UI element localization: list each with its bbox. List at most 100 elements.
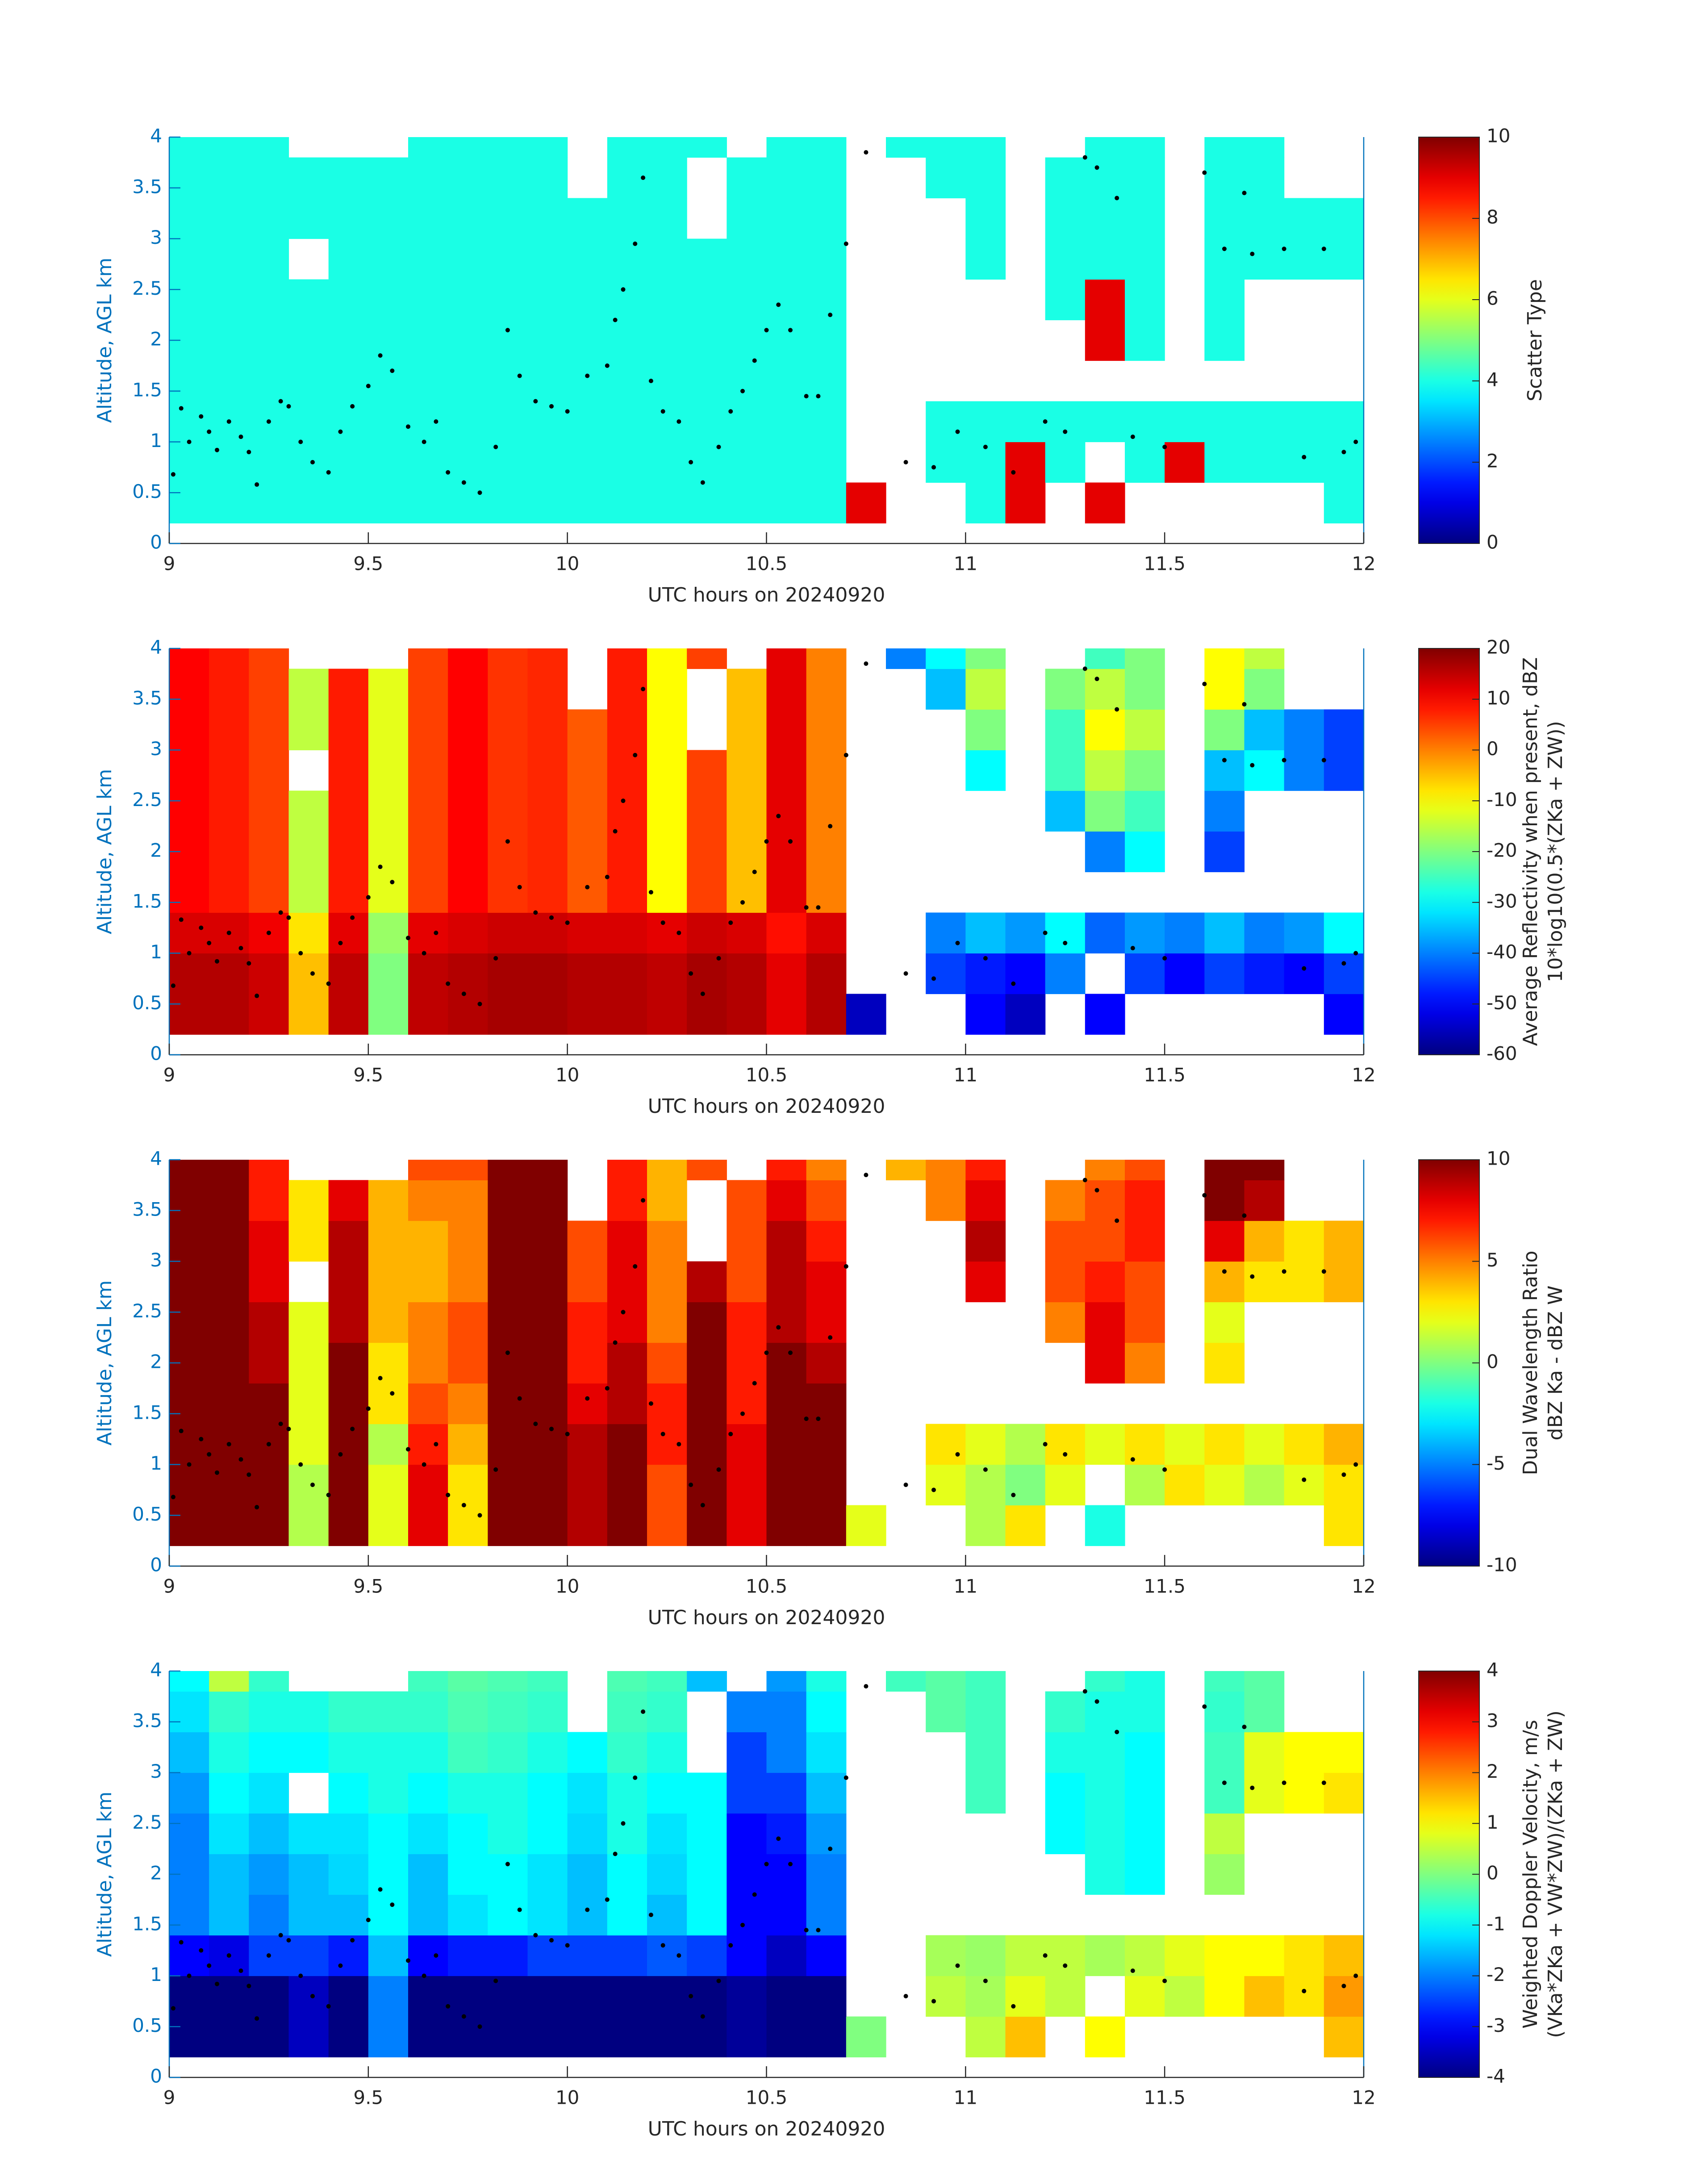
marker-dot	[422, 1462, 426, 1467]
heatmap-cell	[368, 1505, 409, 1546]
heatmap-cell	[209, 648, 249, 669]
heatmap-cell	[1244, 1464, 1285, 1506]
heatmap-cell	[687, 1772, 727, 1814]
marker-dot	[549, 1426, 554, 1431]
heatmap-cell	[368, 872, 409, 913]
y-tick-label: 3	[150, 1249, 162, 1271]
heatmap-cell	[567, 1424, 608, 1465]
heatmap-cell	[965, 1160, 1006, 1181]
marker-dot	[1302, 966, 1307, 971]
marker-dot	[422, 1973, 426, 1978]
marker-dot	[378, 1376, 383, 1381]
heatmap-cell	[448, 1302, 488, 1343]
heatmap-cell	[209, 238, 249, 280]
heatmap-cell	[766, 994, 807, 1035]
marker-dot	[816, 1417, 821, 1421]
heatmap-cell	[1045, 1976, 1086, 2017]
heatmap-cell	[647, 953, 687, 994]
heatmap-cell	[249, 648, 289, 669]
heatmap-cell	[1125, 1976, 1165, 2017]
heatmap-cell	[766, 482, 807, 524]
heatmap-cell	[687, 1424, 727, 1465]
heatmap-cell	[926, 1935, 966, 1976]
heatmap-cell	[209, 872, 249, 913]
marker-dot	[517, 373, 522, 378]
y-tick-label: 2	[150, 840, 162, 861]
marker-dot	[350, 1426, 355, 1431]
y-tick-label: 0	[150, 2065, 162, 2087]
marker-dot	[621, 1310, 626, 1315]
marker-dot	[613, 829, 618, 834]
heatmap-cell	[647, 648, 687, 669]
heatmap-cell	[1125, 1772, 1165, 1814]
heatmap-cell	[408, 1302, 448, 1343]
marker-dot	[648, 890, 653, 894]
marker-dot	[422, 951, 426, 956]
heatmap-cell	[288, 1935, 329, 1976]
marker-dot	[255, 482, 259, 487]
marker-dot	[1130, 435, 1135, 439]
heatmap-cell	[926, 401, 966, 443]
colorbar-label: Dual Wavelength Ratio	[1519, 1251, 1542, 1475]
heatmap-cell	[249, 1894, 289, 1936]
marker-dot	[660, 920, 665, 925]
heatmap-cell	[488, 1772, 528, 1814]
heatmap-cell	[408, 1732, 448, 1773]
heatmap-cell	[1005, 401, 1046, 443]
marker-dot	[677, 419, 681, 424]
heatmap-cell	[567, 1732, 608, 1773]
heatmap-cell	[249, 1160, 289, 1181]
heatmap-cell	[169, 137, 209, 158]
heatmap-cell	[448, 750, 488, 791]
heatmap-cell	[727, 320, 767, 361]
heatmap-cell	[169, 279, 209, 321]
heatmap-cell	[488, 198, 528, 239]
heatmap-cell	[169, 482, 209, 524]
marker-dot	[1222, 247, 1227, 251]
heatmap-cell	[1085, 1261, 1125, 1303]
marker-dot	[788, 1862, 793, 1867]
marker-dot	[207, 1452, 212, 1457]
marker-dot	[446, 2004, 451, 2009]
colorbar-label: Weighted Doppler Velocity, m/s	[1519, 1720, 1542, 2029]
heatmap-cell	[1125, 279, 1165, 321]
heatmap-cell	[1204, 709, 1245, 751]
heatmap-cell	[647, 1976, 687, 2017]
marker-dot	[740, 389, 745, 393]
heatmap-cell	[249, 1732, 289, 1773]
heatmap-cell	[607, 1220, 647, 1262]
heatmap-cell	[567, 953, 608, 994]
heatmap-cell	[488, 1505, 528, 1546]
heatmap-cell	[567, 198, 608, 239]
heatmap-cell	[1045, 198, 1086, 239]
marker-dot	[1250, 763, 1255, 768]
heatmap-cell	[1045, 1813, 1086, 1855]
marker-dot	[338, 1452, 343, 1457]
heatmap-cell	[527, 1383, 568, 1425]
heatmap-cell	[488, 2016, 528, 2058]
x-tick-label: 11	[954, 1575, 977, 1597]
x-tick-label: 10	[555, 2087, 579, 2109]
y-tick-label: 1	[150, 1452, 162, 1474]
heatmap-cell	[288, 1180, 329, 1221]
marker-dot	[278, 1933, 283, 1938]
heatmap-cell	[527, 872, 568, 913]
heatmap-cell	[448, 1732, 488, 1773]
heatmap-cell	[448, 669, 488, 710]
heatmap-cell	[1165, 1935, 1205, 1976]
heatmap-cell	[965, 482, 1006, 524]
marker-dot	[434, 419, 438, 424]
heatmap-cell	[607, 1424, 647, 1465]
heatmap-cell	[766, 137, 807, 158]
y-tick-label: 3.5	[132, 175, 162, 197]
heatmap-cell	[727, 912, 767, 954]
colorbar-label: Scatter Type	[1524, 279, 1546, 401]
heatmap-cell	[567, 1383, 608, 1425]
marker-dot	[326, 1492, 331, 1497]
y-tick-label: 1.5	[132, 1401, 162, 1423]
x-tick-label: 9	[163, 2087, 175, 2109]
heatmap-cell	[408, 2016, 448, 2058]
heatmap-cell	[448, 401, 488, 443]
marker-dot	[1130, 1457, 1135, 1462]
